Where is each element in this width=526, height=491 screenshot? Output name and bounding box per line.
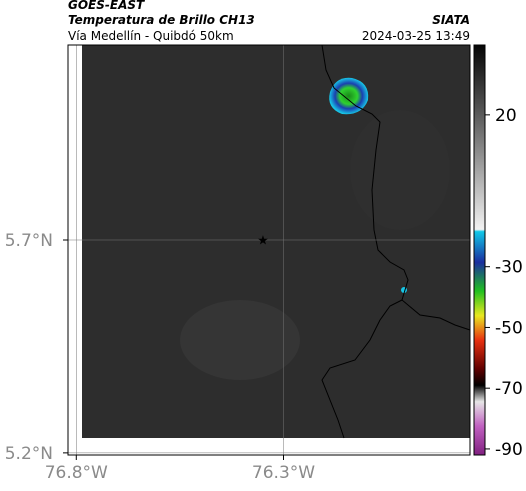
y-tick-label: 5.2°N	[5, 444, 53, 464]
timestamp: 2024-03-25 13:49	[362, 29, 470, 43]
colorbar-tick-label: -50	[495, 318, 523, 338]
grid	[68, 45, 470, 455]
dark-cloud	[180, 300, 300, 380]
map-frame	[67, 44, 471, 456]
dark-cloud	[350, 110, 450, 230]
image-texture	[82, 45, 470, 438]
colorbar	[473, 44, 486, 456]
colorbar-tick-label: -30	[495, 258, 523, 278]
y-tick-label: 5.7°N	[5, 231, 53, 251]
satellite-image	[82, 44, 471, 439]
x-tick-label: 76.8°W	[45, 463, 108, 483]
source: SIATA	[432, 13, 470, 27]
colorbar-tick-label: -70	[495, 379, 523, 399]
x-tick-label: 76.3°W	[252, 463, 315, 483]
location-star: ★	[257, 234, 269, 249]
colorbar-tick-label: 20	[495, 106, 517, 126]
satellite: GOES-EAST	[68, 0, 145, 12]
storm-cell	[329, 77, 369, 115]
product: Temperatura de Brillo CH13	[68, 13, 255, 27]
border	[321, 299, 403, 439]
colorbar-tick-label: -90	[495, 440, 523, 460]
route: Vía Medellín - Quibdó 50km	[68, 29, 234, 43]
